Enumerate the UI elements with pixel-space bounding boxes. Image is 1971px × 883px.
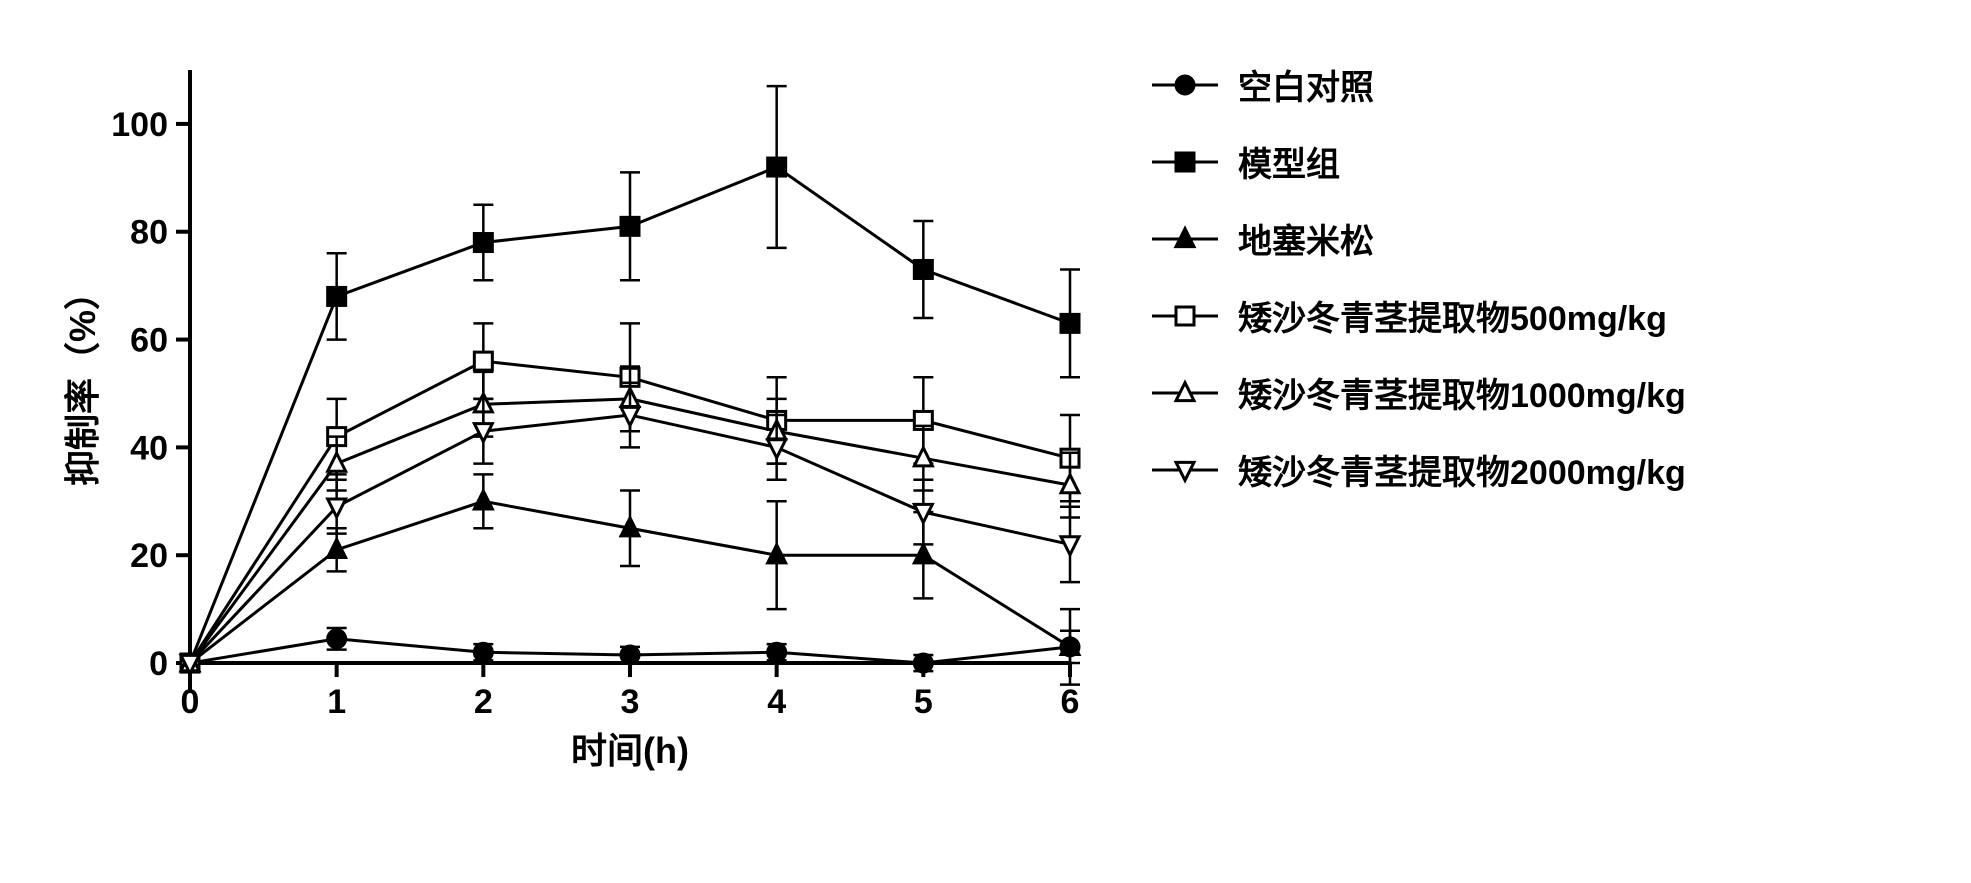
svg-text:0: 0 bbox=[181, 683, 200, 721]
svg-text:20: 20 bbox=[130, 537, 168, 575]
legend-item-extract-1000: 矮沙冬青茎提取物1000mg/kg bbox=[1150, 368, 1686, 417]
chart-legend: 空白对照模型组地塞米松矮沙冬青茎提取物500mg/kg 矮沙冬青茎提取物1000m… bbox=[1150, 40, 1686, 494]
legend-label: 矮沙冬青茎提取物2000mg/kg bbox=[1238, 445, 1686, 494]
svg-text:80: 80 bbox=[130, 214, 168, 252]
legend-marker-extract-500 bbox=[1150, 299, 1220, 333]
legend-label: 矮沙冬青茎提取物500mg/kg bbox=[1238, 291, 1667, 340]
svg-text:100: 100 bbox=[111, 106, 168, 144]
legend-item-extract-2000: 矮沙冬青茎提取物2000mg/kg bbox=[1150, 445, 1686, 494]
chart-svg: 0123456020406080100时间(h)抑制率（%） bbox=[60, 40, 1090, 810]
svg-text:5: 5 bbox=[914, 683, 933, 721]
legend-item-blank-control: 空白对照 bbox=[1150, 60, 1686, 109]
svg-text:3: 3 bbox=[621, 683, 640, 721]
svg-text:2: 2 bbox=[474, 683, 493, 721]
svg-text:40: 40 bbox=[130, 429, 168, 467]
legend-marker-extract-2000 bbox=[1150, 453, 1220, 487]
legend-marker-blank-control bbox=[1150, 68, 1220, 102]
svg-text:抑制率（%）: 抑制率（%） bbox=[62, 274, 103, 486]
legend-item-model-group: 模型组 bbox=[1150, 137, 1686, 186]
legend-label: 地塞米松 bbox=[1238, 214, 1374, 263]
svg-text:6: 6 bbox=[1061, 683, 1080, 721]
svg-text:0: 0 bbox=[149, 645, 168, 683]
legend-marker-dexamethasone bbox=[1150, 222, 1220, 256]
legend-item-extract-500: 矮沙冬青茎提取物500mg/kg bbox=[1150, 291, 1686, 340]
svg-text:4: 4 bbox=[767, 683, 786, 721]
inhibition-rate-chart: 0123456020406080100时间(h)抑制率（%） bbox=[60, 40, 1090, 810]
svg-text:60: 60 bbox=[130, 322, 168, 360]
legend-label: 模型组 bbox=[1238, 137, 1340, 186]
legend-item-dexamethasone: 地塞米松 bbox=[1150, 214, 1686, 263]
legend-label: 空白对照 bbox=[1238, 60, 1374, 109]
svg-text:时间(h): 时间(h) bbox=[571, 730, 689, 771]
legend-marker-model-group bbox=[1150, 145, 1220, 179]
legend-label: 矮沙冬青茎提取物1000mg/kg bbox=[1238, 368, 1686, 417]
svg-text:1: 1 bbox=[327, 683, 346, 721]
legend-marker-extract-1000 bbox=[1150, 376, 1220, 410]
